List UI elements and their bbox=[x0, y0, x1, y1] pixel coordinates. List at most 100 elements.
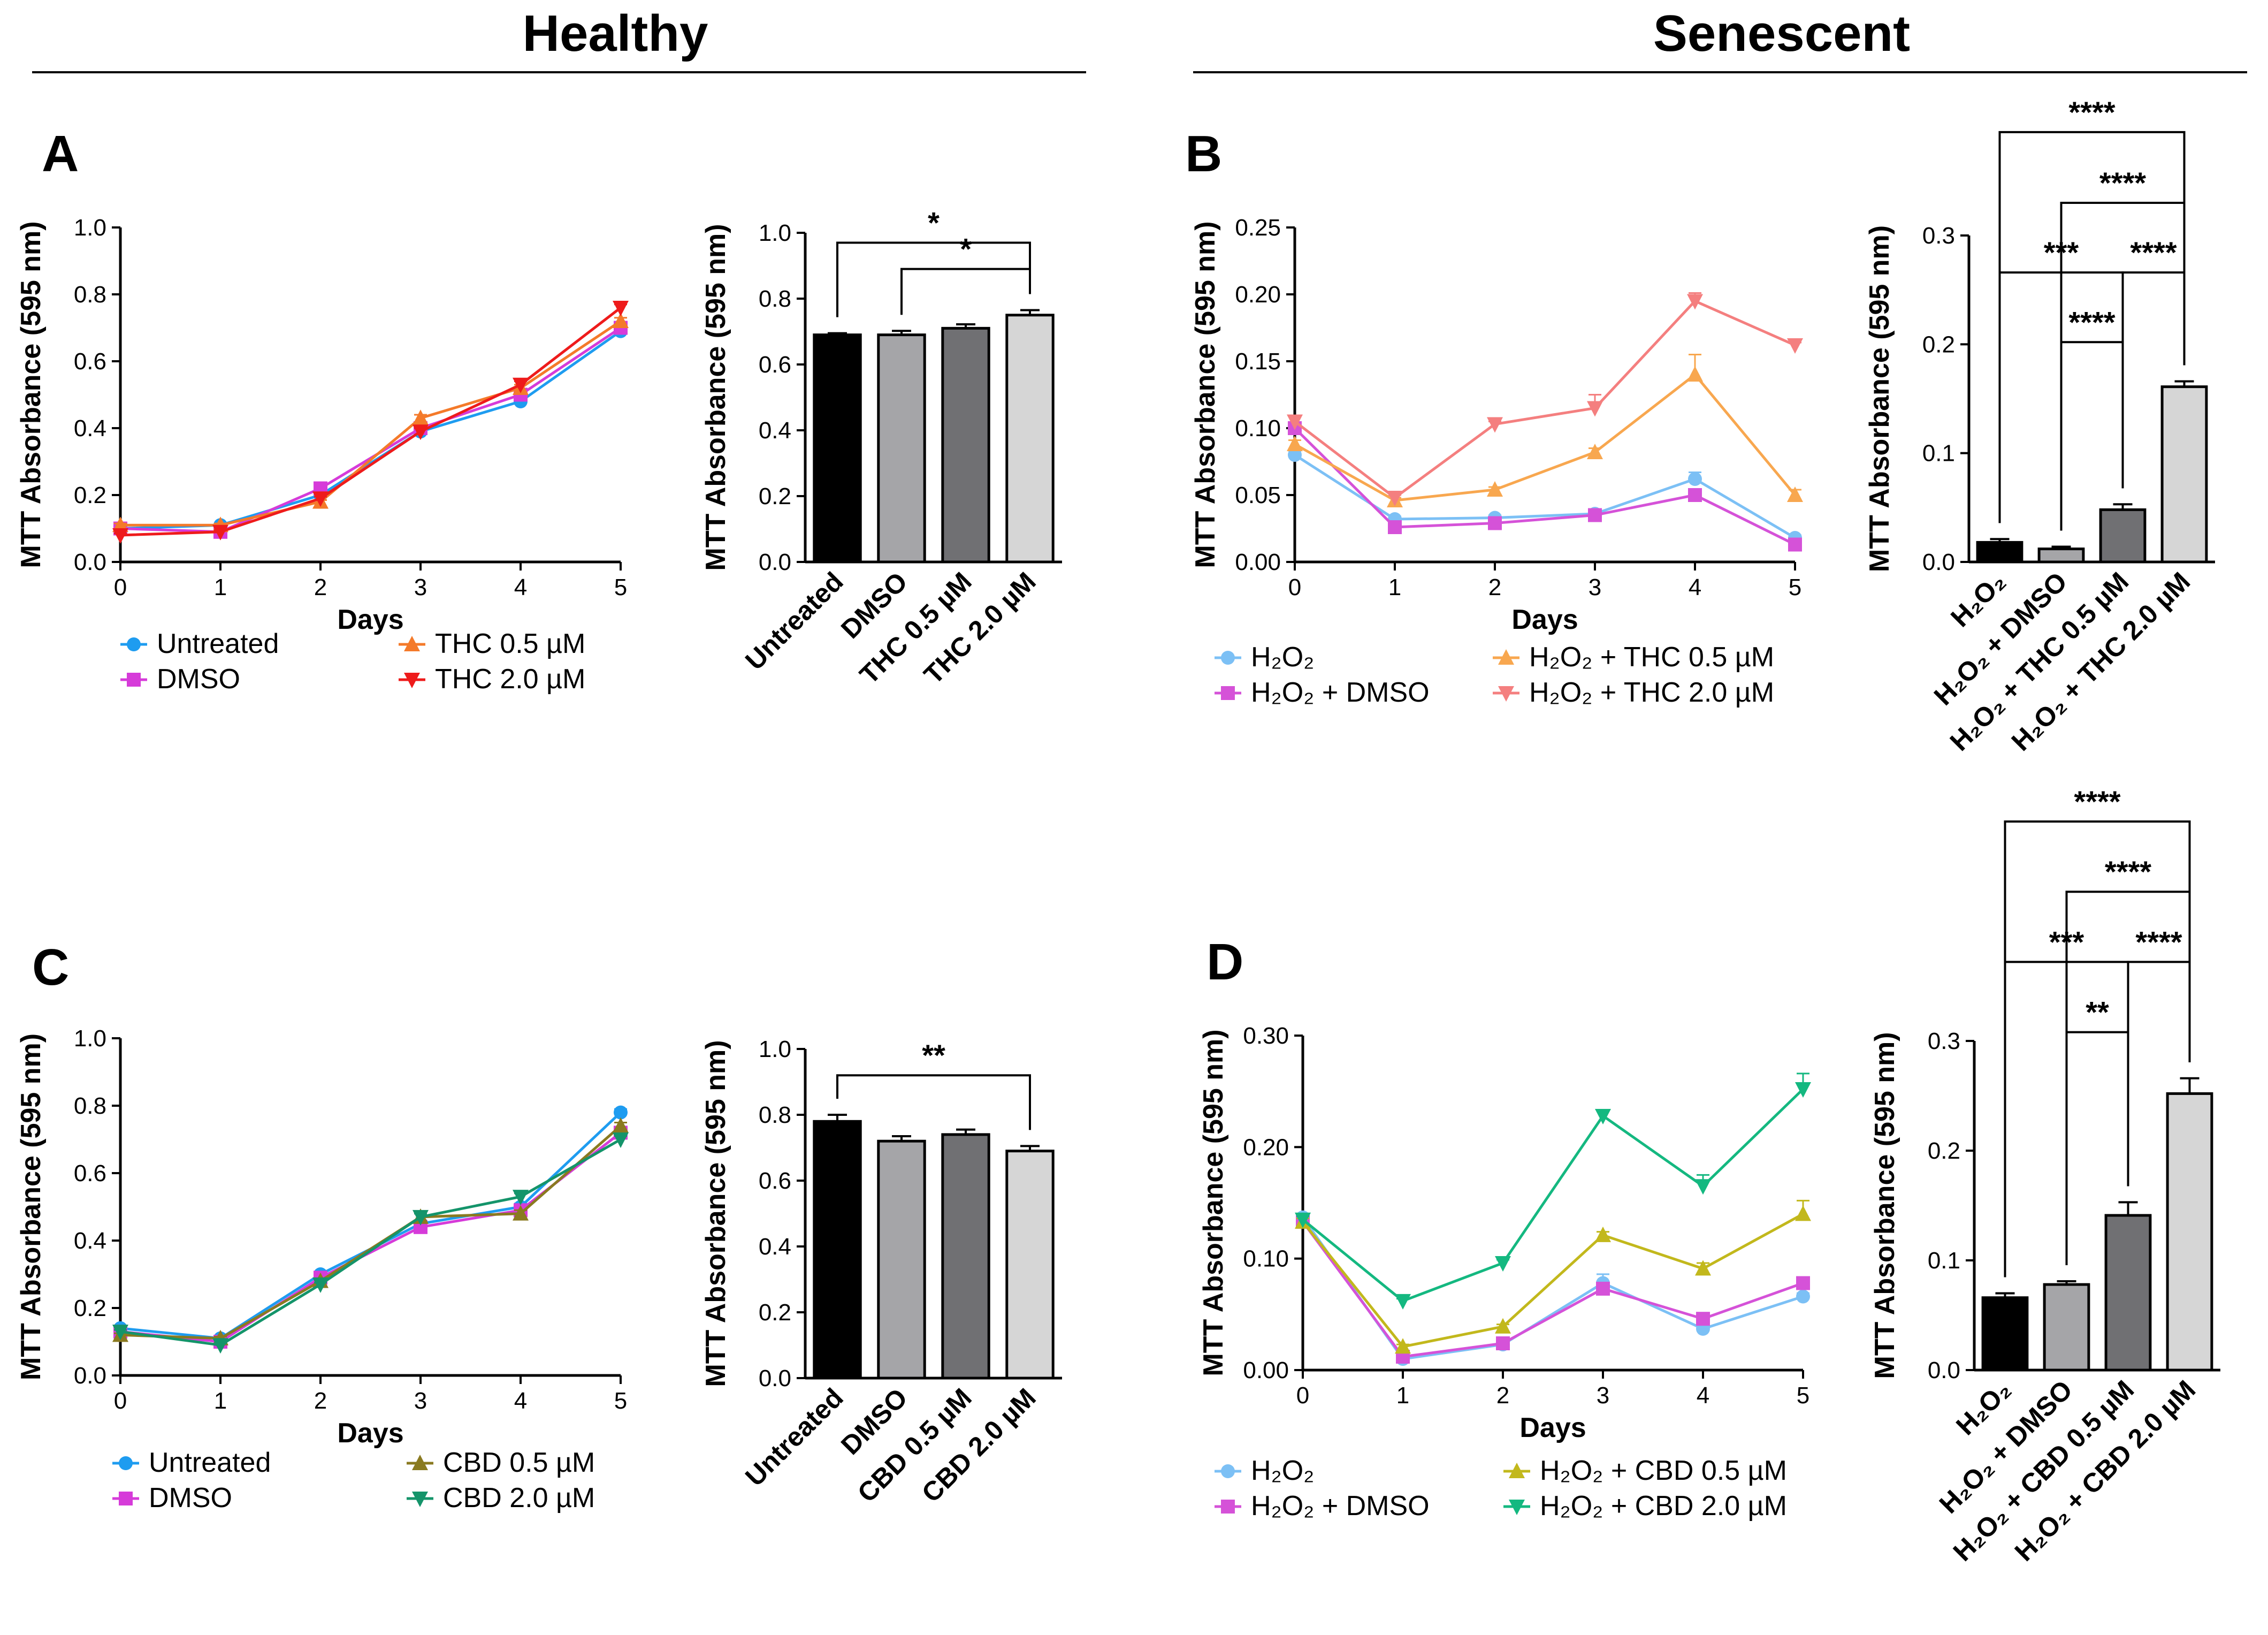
y-tick-label: 0.8 bbox=[74, 1093, 106, 1119]
y-axis-label: MTT Absorbance (595 nm) bbox=[700, 1040, 731, 1387]
y-tick-label: 0.2 bbox=[759, 1299, 791, 1326]
x-axis-label: Days bbox=[1511, 604, 1578, 635]
legend-label: THC 2.0 µM bbox=[435, 664, 585, 695]
panel-letter-d: D bbox=[1206, 933, 1243, 991]
data-point bbox=[1687, 294, 1703, 310]
y-tick-label: 0.20 bbox=[1243, 1134, 1289, 1160]
x-tick-label: 5 bbox=[614, 574, 627, 600]
data-point bbox=[413, 424, 429, 440]
significance-label: **** bbox=[2074, 785, 2120, 818]
bar-dmso bbox=[877, 333, 926, 564]
x-tick-label: 2 bbox=[314, 574, 327, 600]
panel-letter-a: A bbox=[42, 125, 79, 182]
y-axis-label: MTT Absorbance (595 nm) bbox=[1869, 1032, 1900, 1379]
x-tick-label: 2 bbox=[314, 1388, 327, 1414]
y-tick-label: 0.10 bbox=[1243, 1246, 1289, 1272]
y-tick-label: 0.10 bbox=[1235, 415, 1281, 442]
series-h-o-thc-0-5-m bbox=[1287, 354, 1803, 507]
x-axis-label: Days bbox=[337, 604, 403, 635]
x-tick-label: 3 bbox=[414, 1388, 427, 1414]
series-cbd-0-5-m bbox=[112, 1117, 629, 1345]
y-tick-label: 0.30 bbox=[1243, 1023, 1289, 1049]
significance-label: *** bbox=[2049, 925, 2084, 959]
data-point bbox=[1287, 436, 1303, 451]
data-point bbox=[513, 377, 529, 393]
y-tick-label: 1.0 bbox=[74, 1025, 106, 1052]
significance-label: **** bbox=[2130, 235, 2177, 269]
y-tick-label: 0.3 bbox=[1928, 1028, 1960, 1054]
series-line bbox=[1294, 299, 1796, 500]
legend-label: Untreated bbox=[149, 1447, 271, 1478]
y-tick-label: 0.0 bbox=[759, 1365, 791, 1391]
data-point bbox=[613, 313, 629, 328]
legend: H₂O₂ H₂O₂ + DMSO H₂O₂ + THC 0.5 µM H₂O₂ + T… bbox=[1215, 642, 1774, 708]
x-tick-label: 5 bbox=[1789, 574, 1801, 600]
x-tick-label: 1 bbox=[214, 574, 227, 600]
y-tick-label: 1.0 bbox=[74, 215, 106, 241]
y-tick-label: 0.00 bbox=[1243, 1357, 1289, 1383]
significance-label: ** bbox=[2086, 995, 2109, 1029]
data-point bbox=[1395, 1338, 1411, 1354]
data-point bbox=[1796, 1289, 1810, 1304]
significance-label: *** bbox=[2044, 235, 2079, 269]
x-tick-label: 4 bbox=[514, 574, 527, 600]
significance-bracket bbox=[2065, 1031, 2129, 1265]
legend-marker bbox=[1498, 686, 1514, 702]
series-line bbox=[120, 1138, 622, 1347]
legend-label: H₂O₂ + THC 0.5 µM bbox=[1529, 642, 1774, 673]
y-tick-label: 0.6 bbox=[74, 1160, 106, 1187]
x-axis-label: Days bbox=[1519, 1412, 1586, 1443]
series-h-o-dmso bbox=[1296, 1214, 1810, 1364]
data-point bbox=[1695, 1260, 1711, 1276]
legend-marker bbox=[119, 1492, 133, 1505]
data-point bbox=[613, 1132, 629, 1148]
legend-label: H₂O₂ + THC 2.0 µM bbox=[1529, 677, 1774, 708]
series-h-o-thc-2-0-m bbox=[1287, 292, 1803, 506]
x-tick-label: 4 bbox=[1697, 1382, 1709, 1409]
data-point bbox=[1688, 472, 1702, 486]
legend: Untreated DMSO CBD 0.5 µM CBD 2.0 µM bbox=[112, 1447, 595, 1514]
bar-h-o-cbd-2-0-m bbox=[2166, 1092, 2213, 1372]
data-point bbox=[513, 1190, 529, 1206]
data-point bbox=[1495, 1256, 1511, 1272]
y-axis-label: MTT Absorbance (595 nm) bbox=[1864, 225, 1895, 572]
legend-marker bbox=[1509, 1500, 1525, 1515]
series-line bbox=[120, 326, 622, 534]
data-point bbox=[1596, 1281, 1610, 1296]
legend-label: CBD 2.0 µM bbox=[443, 1482, 595, 1514]
legend: Untreated DMSO THC 0.5 µM THC 2.0 µM bbox=[120, 628, 585, 695]
x-tick-label: 0 bbox=[114, 1388, 127, 1414]
significance-label: **** bbox=[2099, 166, 2146, 200]
bar-thc-0-5-m bbox=[941, 326, 990, 564]
x-tick-label: 5 bbox=[1797, 1382, 1809, 1409]
data-point bbox=[1795, 1205, 1811, 1221]
legend: H₂O₂ H₂O₂ + DMSO H₂O₂ + CBD 0.5 µM H₂O₂ + C… bbox=[1215, 1455, 1787, 1522]
data-point bbox=[1287, 414, 1303, 430]
data-point bbox=[1695, 1179, 1711, 1195]
data-point bbox=[1295, 1212, 1311, 1228]
y-tick-label: 0.2 bbox=[74, 1295, 106, 1321]
bar-cbd-2-0-m bbox=[1005, 1150, 1055, 1380]
data-point bbox=[1687, 366, 1703, 382]
data-point bbox=[1688, 488, 1702, 502]
bar-h-o-thc-0-5-m bbox=[2099, 508, 2147, 564]
bar-h-o-dmso bbox=[2043, 1283, 2090, 1372]
data-point bbox=[212, 1338, 228, 1354]
series-h-o-cbd-2-0-m bbox=[1295, 1073, 1811, 1310]
series-line bbox=[120, 320, 622, 527]
series-cbd-2-0-m bbox=[112, 1132, 629, 1354]
x-tick-label: 3 bbox=[1597, 1382, 1609, 1409]
y-tick-label: 0.2 bbox=[759, 483, 791, 509]
x-tick-label: 3 bbox=[414, 574, 427, 600]
data-point bbox=[1595, 1109, 1611, 1124]
significance-label: ** bbox=[922, 1038, 945, 1072]
series-thc-2-0-m bbox=[112, 301, 629, 544]
y-tick-label: 0.6 bbox=[759, 352, 791, 378]
x-axis-label: Days bbox=[337, 1418, 403, 1449]
data-point bbox=[614, 1105, 628, 1120]
series-untreated bbox=[113, 324, 628, 536]
y-tick-label: 0.2 bbox=[1928, 1138, 1960, 1164]
data-point bbox=[613, 1117, 629, 1133]
y-tick-label: 0.6 bbox=[759, 1168, 791, 1194]
